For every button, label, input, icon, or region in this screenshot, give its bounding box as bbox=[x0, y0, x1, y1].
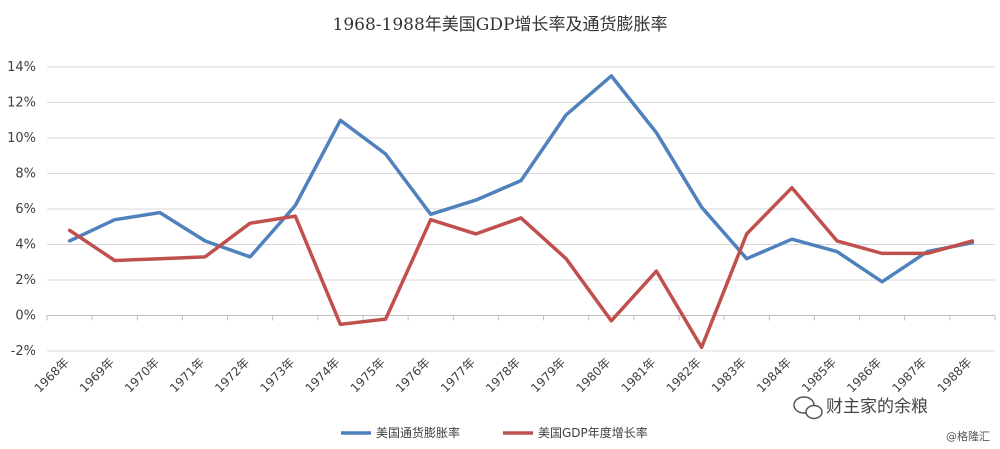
y-tick-label: 4% bbox=[15, 238, 36, 253]
y-tick-label: 6% bbox=[15, 202, 36, 217]
x-tick-label: 1982年 bbox=[664, 355, 704, 395]
y-tick-label: -2% bbox=[11, 344, 36, 359]
legend-item: 美国通货膨胀率 bbox=[341, 425, 460, 440]
y-axis-ticks: -2% 0% 2% 4% 6% 8% 10% 12% 14% bbox=[7, 60, 36, 359]
watermark-source: @格隆汇 bbox=[946, 429, 990, 443]
x-tick-label: 1985年 bbox=[799, 355, 839, 395]
y-tick-label: 12% bbox=[7, 96, 36, 111]
legend-label: 美国GDP年度增长率 bbox=[538, 425, 648, 440]
x-tick-label: 1969年 bbox=[77, 355, 117, 395]
x-tick-label: 1980年 bbox=[573, 355, 613, 395]
x-tick-label: 1988年 bbox=[935, 355, 975, 395]
x-tick-label: 1972年 bbox=[212, 355, 252, 395]
x-tick-label: 1977年 bbox=[438, 355, 478, 395]
x-tick-label: 1986年 bbox=[844, 355, 884, 395]
x-tick-label: 1971年 bbox=[167, 355, 207, 395]
x-tick-label: 1973年 bbox=[257, 355, 297, 395]
y-tick-label: 8% bbox=[15, 167, 36, 182]
series-line bbox=[67, 74, 975, 284]
legend: 美国通货膨胀率 美国GDP年度增长率 bbox=[341, 425, 648, 440]
x-tick-label: 1976年 bbox=[393, 355, 433, 395]
x-tick-label: 1978年 bbox=[483, 355, 523, 395]
x-tick-label: 1983年 bbox=[709, 355, 749, 395]
legend-label: 美国通货膨胀率 bbox=[376, 425, 460, 440]
legend-item: 美国GDP年度增长率 bbox=[503, 425, 648, 440]
y-tick-label: 0% bbox=[15, 309, 36, 324]
x-tick-label: 1981年 bbox=[619, 355, 659, 395]
gridlines bbox=[47, 66, 995, 352]
x-tick-label: 1968年 bbox=[32, 355, 72, 395]
y-tick-label: 14% bbox=[7, 60, 36, 75]
x-tick-label: 1974年 bbox=[303, 355, 343, 395]
x-tick-label: 1987年 bbox=[889, 355, 929, 395]
x-tick-label: 1979年 bbox=[528, 355, 568, 395]
chart-title: 1968-1988年美国GDP增长率及通货膨胀率 bbox=[333, 15, 668, 35]
y-tick-label: 10% bbox=[7, 131, 36, 146]
x-axis: 1968年 1969年 1970年 1971年 1972年 1973年 1974年 1975年… bbox=[32, 315, 996, 395]
watermark-text: 财主家的余粮 bbox=[826, 397, 928, 417]
series-lines bbox=[67, 74, 975, 350]
x-tick-label: 1984年 bbox=[754, 355, 794, 395]
series-line bbox=[67, 185, 975, 350]
watermark: 财主家的余粮 @格隆汇 bbox=[793, 396, 990, 443]
y-tick-label: 2% bbox=[15, 273, 36, 288]
x-tick-label: 1970年 bbox=[122, 355, 162, 395]
wechat-icon bbox=[793, 396, 823, 420]
x-tick-label: 1975年 bbox=[348, 355, 388, 395]
